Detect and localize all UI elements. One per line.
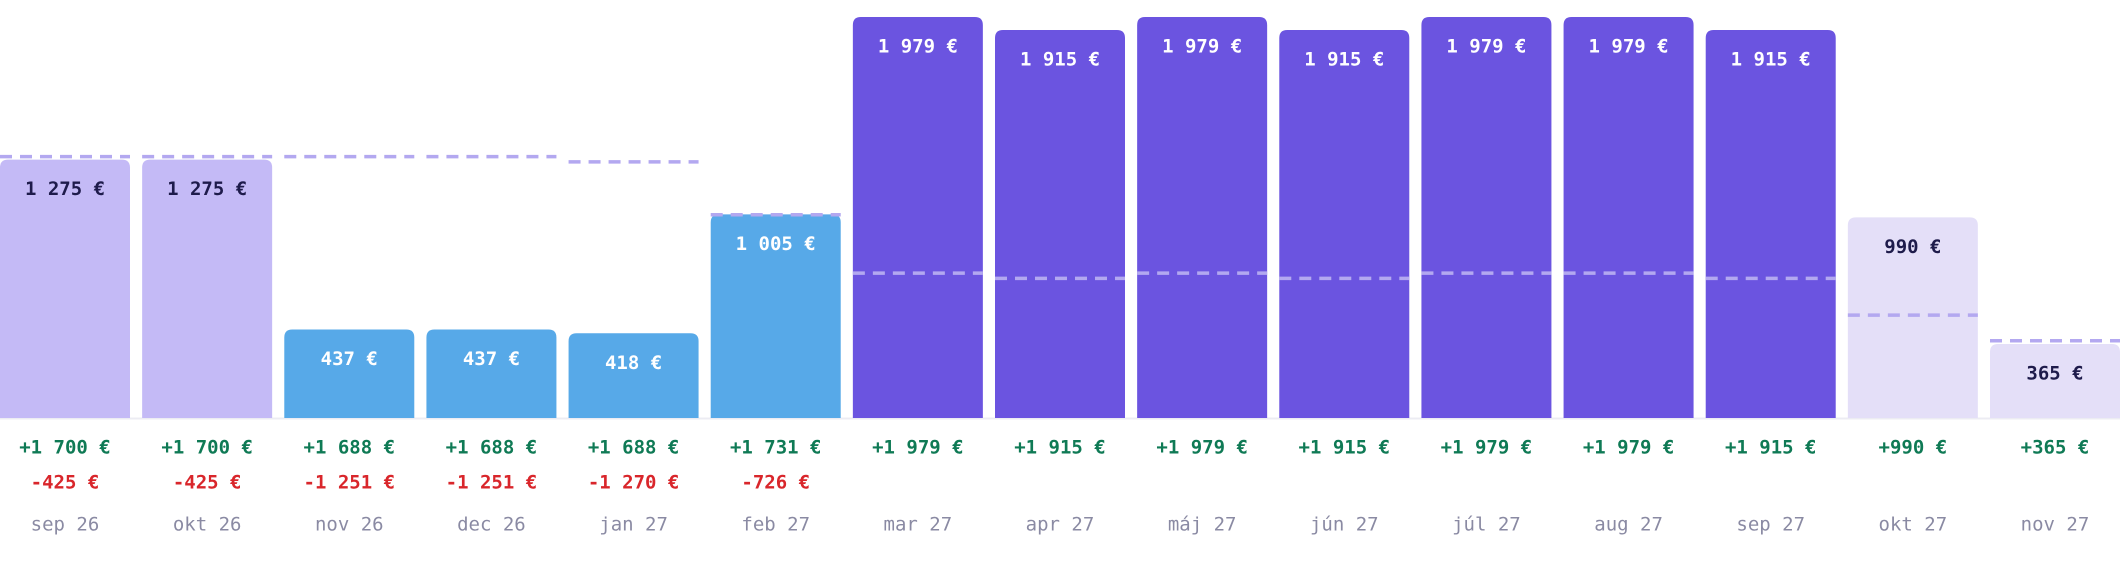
income-label: +990 € <box>1879 437 1948 459</box>
expense-label: -425 € <box>31 472 100 494</box>
value-label: 1 979 € <box>1589 36 1669 58</box>
income-label: +1 979 € <box>1156 437 1248 459</box>
value-label: 1 979 € <box>1446 36 1526 58</box>
bar <box>426 329 557 418</box>
bar <box>1137 17 1268 418</box>
bar <box>284 329 415 418</box>
income-label: +1 688 € <box>588 437 680 459</box>
income-label: +1 688 € <box>446 437 538 459</box>
income-label: +1 731 € <box>730 437 822 459</box>
income-label: +1 915 € <box>1299 437 1391 459</box>
income-label: +1 979 € <box>1583 437 1675 459</box>
bar <box>995 29 1125 418</box>
expense-label: -1 270 € <box>588 472 680 494</box>
value-label: 365 € <box>2026 363 2083 385</box>
value-label: 437 € <box>321 348 378 370</box>
bar <box>1421 17 1552 418</box>
bar <box>1705 29 1836 418</box>
value-label: 1 275 € <box>25 178 105 200</box>
bar <box>1990 344 2120 418</box>
value-label: 1 915 € <box>1304 48 1384 70</box>
x-tick-label: feb 27 <box>741 514 810 536</box>
income-label: +1 688 € <box>304 437 396 459</box>
x-tick-label: aug 27 <box>1594 514 1663 536</box>
x-tick-label: jún 27 <box>1310 514 1379 536</box>
expense-label: -1 251 € <box>446 472 538 494</box>
x-tick-label: mar 27 <box>884 514 953 536</box>
income-label: +1 979 € <box>872 437 964 459</box>
expense-label: -425 € <box>173 472 242 494</box>
expense-label: -726 € <box>741 472 810 494</box>
bar <box>1279 29 1410 418</box>
bar <box>0 159 130 418</box>
x-tick-label: dec 26 <box>457 514 526 536</box>
x-tick-label: nov 26 <box>315 514 384 536</box>
value-label: 990 € <box>1884 236 1941 258</box>
income-label: +1 979 € <box>1441 437 1533 459</box>
x-tick-label: apr 27 <box>1026 514 1095 536</box>
value-label: 418 € <box>605 352 662 374</box>
bar <box>142 159 273 418</box>
bar <box>1847 217 1978 418</box>
value-label: 1 275 € <box>167 178 247 200</box>
x-tick-label: sep 26 <box>31 514 100 536</box>
x-tick-label: nov 27 <box>2021 514 2090 536</box>
value-label: 1 915 € <box>1020 48 1100 70</box>
x-tick-label: okt 27 <box>1879 514 1948 536</box>
value-label: 437 € <box>463 348 520 370</box>
income-label: +365 € <box>2021 437 2090 459</box>
bar <box>710 214 841 418</box>
x-tick-label: okt 26 <box>173 514 242 536</box>
income-label: +1 700 € <box>161 437 253 459</box>
value-label: 1 005 € <box>736 233 816 255</box>
x-tick-label: máj 27 <box>1168 514 1237 536</box>
bar <box>568 333 699 418</box>
x-tick-label: júl 27 <box>1452 514 1521 536</box>
income-label: +1 915 € <box>1014 437 1106 459</box>
bar <box>852 17 983 418</box>
x-tick-label: sep 27 <box>1736 514 1805 536</box>
value-label: 1 979 € <box>1162 36 1242 58</box>
x-tick-label: jan 27 <box>599 514 668 536</box>
value-label: 1 979 € <box>878 36 958 58</box>
bar <box>1563 17 1694 418</box>
expense-label: -1 251 € <box>304 472 396 494</box>
income-label: +1 700 € <box>19 437 111 459</box>
value-label: 1 915 € <box>1731 48 1811 70</box>
income-label: +1 915 € <box>1725 437 1817 459</box>
